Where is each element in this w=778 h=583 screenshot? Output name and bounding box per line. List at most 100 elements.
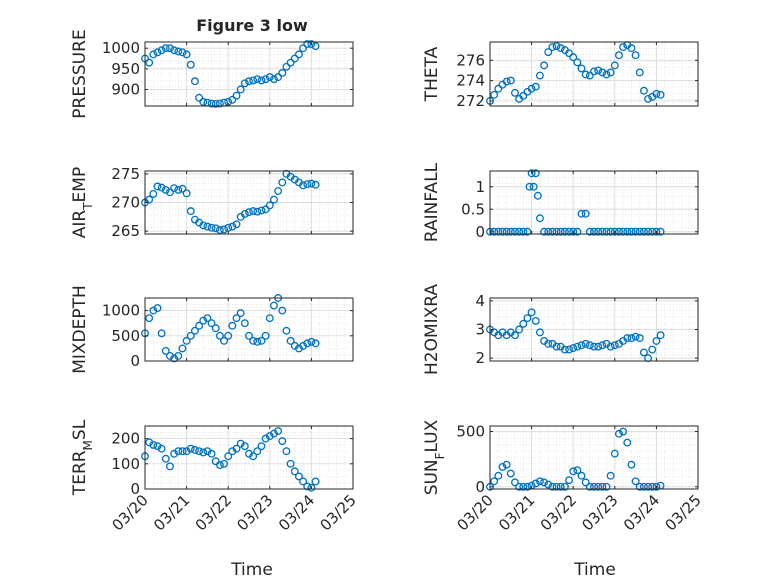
data-point	[199, 221, 208, 230]
data-point	[178, 184, 187, 193]
data-point	[278, 437, 287, 446]
y-tick-label: 1000	[102, 39, 140, 57]
data-point	[515, 227, 524, 236]
data-point	[569, 227, 578, 236]
data-point	[502, 460, 511, 469]
data-point	[265, 73, 274, 82]
data-point	[215, 226, 224, 234]
data-point	[270, 301, 278, 310]
data-point	[652, 337, 661, 345]
x-tick-label: 03/22	[192, 491, 235, 534]
x-tick-label: 03/22	[537, 491, 580, 534]
data-point	[511, 227, 519, 236]
data-point	[581, 70, 590, 79]
data-point	[531, 479, 540, 488]
data-point	[211, 224, 220, 233]
data-point	[245, 77, 253, 86]
data-point	[157, 183, 166, 192]
data-point	[170, 46, 179, 55]
data-point	[207, 223, 216, 232]
data-point	[145, 438, 154, 447]
data-point	[577, 471, 586, 480]
data-point	[506, 227, 515, 236]
data-point	[224, 452, 233, 461]
data-point	[236, 439, 245, 448]
data-point	[174, 447, 183, 456]
axes-background	[490, 426, 698, 489]
data-point	[232, 91, 241, 100]
data-point	[157, 329, 166, 338]
data-point	[253, 447, 262, 456]
y-tick-label: 500	[456, 423, 485, 441]
data-point	[529, 182, 538, 191]
data-point	[282, 326, 291, 335]
data-point	[569, 467, 578, 476]
data-point	[544, 339, 553, 348]
data-point	[573, 227, 582, 236]
data-point	[257, 442, 266, 451]
data-point	[257, 76, 266, 85]
data-point	[274, 187, 283, 195]
axes-box	[489, 425, 699, 490]
data-point	[610, 341, 619, 350]
y-axis-label: SUNFLUX	[422, 419, 447, 495]
data-point	[606, 342, 615, 351]
data-point	[153, 182, 162, 191]
y-tick-label: 1	[475, 178, 485, 196]
data-point	[519, 227, 528, 236]
data-point	[498, 462, 507, 471]
x-tick-label: 03/20	[454, 491, 497, 534]
data-point	[515, 482, 524, 491]
data-point	[149, 440, 158, 449]
data-point	[594, 227, 603, 236]
x-tick-label: 03/23	[578, 491, 621, 534]
data-point	[232, 444, 241, 453]
data-point	[195, 447, 204, 456]
data-point	[153, 442, 162, 451]
data-point	[527, 169, 536, 178]
data-point	[623, 227, 632, 236]
data-point	[190, 445, 199, 454]
data-point	[257, 336, 266, 345]
data-point	[527, 308, 536, 317]
data-point	[577, 209, 586, 218]
data-point	[544, 227, 553, 236]
y-tick-label: 3	[475, 321, 485, 339]
data-point	[610, 61, 619, 70]
data-point	[490, 477, 499, 486]
data-point	[299, 341, 308, 350]
data-point	[585, 71, 594, 80]
data-point	[531, 169, 540, 178]
data-point	[610, 227, 619, 236]
data-point	[623, 334, 632, 343]
data-point	[199, 448, 208, 457]
data-point	[631, 332, 640, 341]
data-point	[511, 88, 519, 97]
data-point	[303, 339, 312, 348]
data-point	[652, 482, 661, 491]
data-point	[502, 77, 511, 86]
data-point	[573, 58, 582, 67]
data-point	[215, 331, 224, 340]
data-point	[556, 227, 565, 236]
data-point	[635, 482, 644, 491]
data-point	[166, 188, 174, 197]
data-point	[590, 482, 598, 491]
y-tick-label: 274	[456, 72, 485, 90]
y-tick-label: 2	[475, 349, 485, 367]
axes-box	[489, 170, 699, 235]
data-point	[190, 77, 199, 86]
data-point	[502, 227, 511, 236]
data-point	[627, 44, 636, 53]
data-point	[581, 209, 590, 218]
x-axis-label-left: Time	[230, 560, 273, 580]
y-tick-label: 1000	[102, 302, 140, 320]
data-point	[274, 73, 283, 82]
data-point	[232, 220, 241, 229]
data-point	[615, 227, 623, 236]
data-point	[249, 76, 258, 85]
data-point	[211, 324, 220, 333]
data-point	[307, 179, 316, 188]
data-point	[548, 227, 557, 236]
